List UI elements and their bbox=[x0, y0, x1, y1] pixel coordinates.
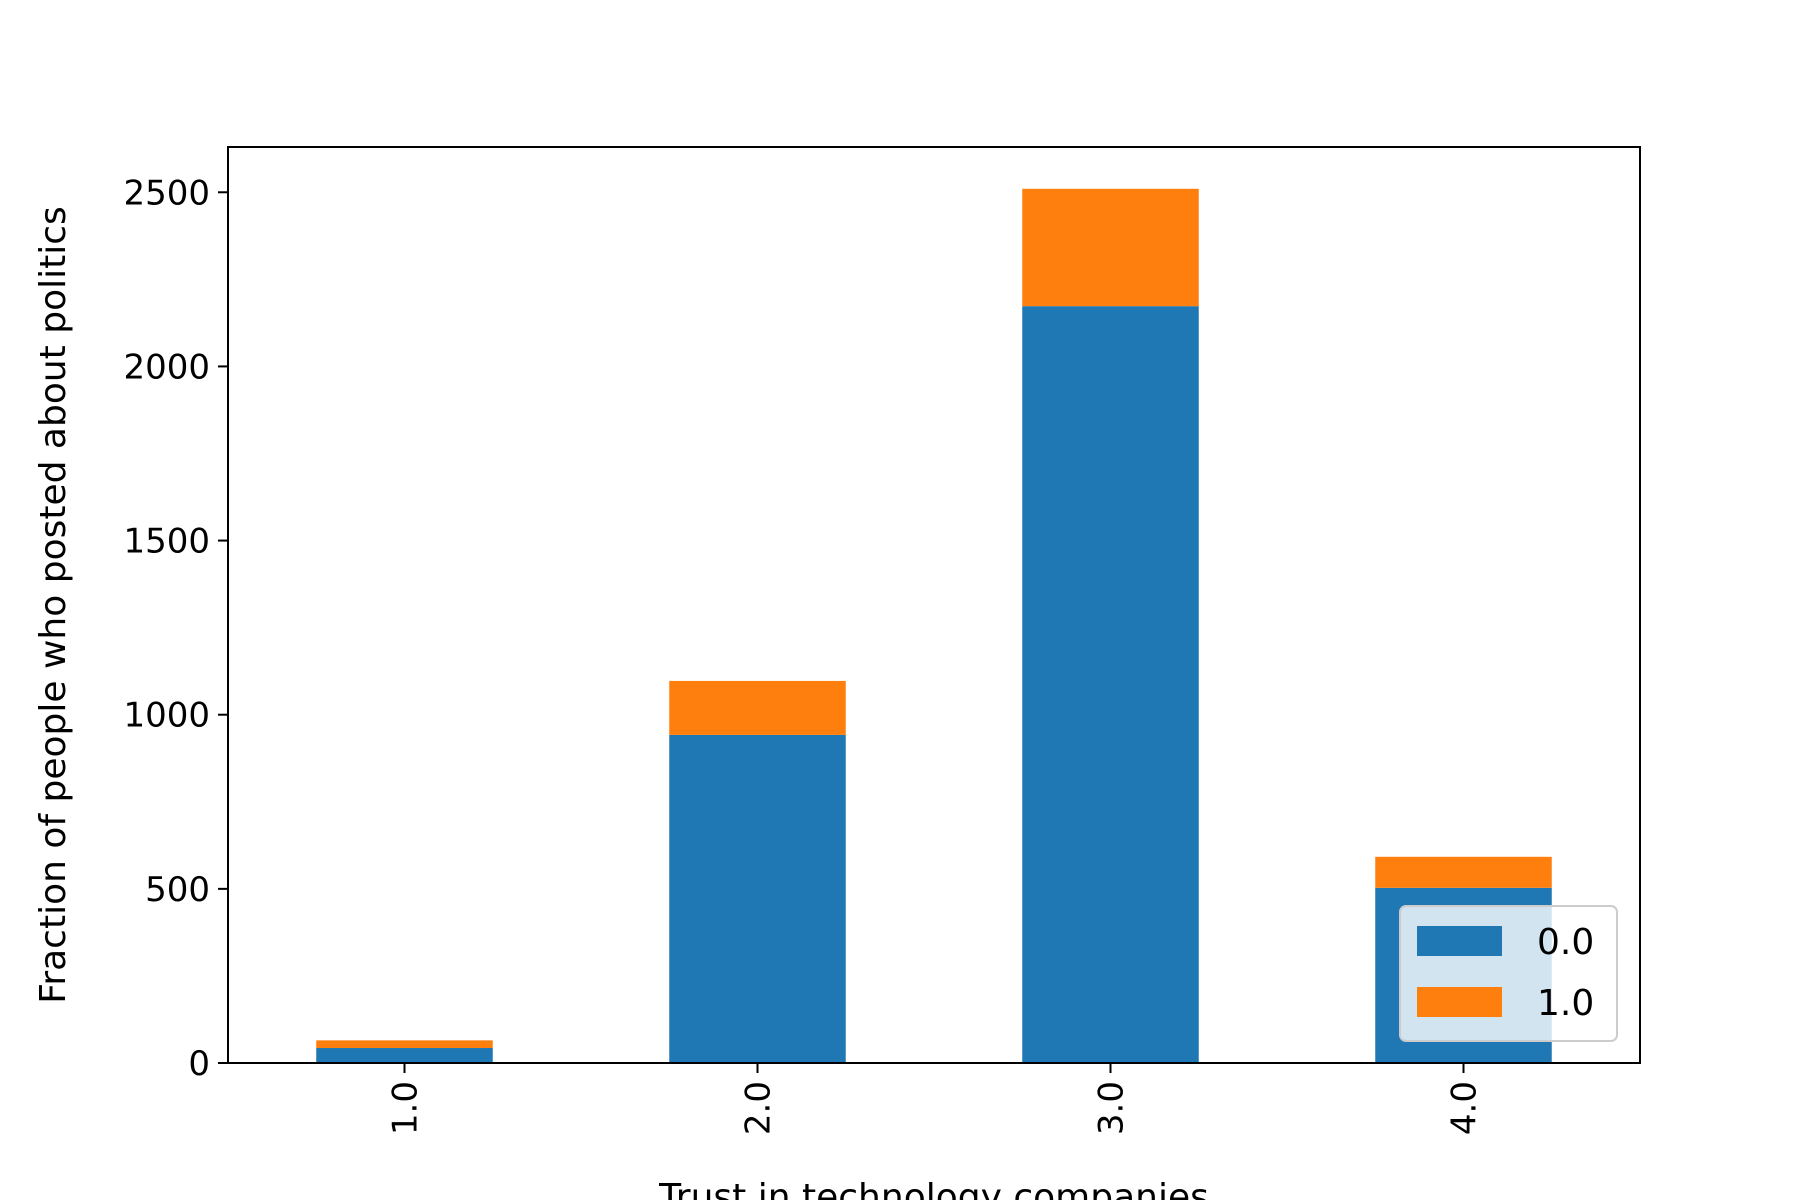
bar-1.0-series-1.0 bbox=[316, 1040, 493, 1049]
y-tick-label: 2000 bbox=[123, 347, 210, 387]
legend-label-0: 0.0 bbox=[1537, 922, 1594, 963]
x-axis-title: Trust in technology companies bbox=[658, 1177, 1209, 1200]
legend-swatch-1 bbox=[1417, 987, 1502, 1017]
y-tick-label: 1500 bbox=[123, 522, 210, 562]
bar-3.0-series-0.0 bbox=[1022, 306, 1199, 1063]
x-tick-label: 2.0 bbox=[739, 1081, 779, 1135]
x-tick-label: 1.0 bbox=[386, 1081, 426, 1135]
x-tick-label: 4.0 bbox=[1445, 1081, 1485, 1135]
bar-3.0-series-1.0 bbox=[1022, 188, 1199, 307]
bar-2.0-series-0.0 bbox=[669, 734, 846, 1063]
legend-swatch-0 bbox=[1417, 926, 1502, 956]
axes-frame bbox=[227, 146, 1641, 1064]
y-tick-label: 1000 bbox=[123, 696, 210, 736]
ticks-layer: 0 500 1000 1500 2000 2500 1.0 2.0 3.0 4.0 bbox=[123, 173, 1484, 1135]
legend-label-1: 1.0 bbox=[1537, 983, 1594, 1024]
y-tick-label: 2500 bbox=[123, 173, 210, 213]
legend: 0.0 1.0 bbox=[1399, 905, 1618, 1042]
y-axis-title: Fraction of people who posted about poli… bbox=[33, 206, 74, 1004]
x-tick-label: 3.0 bbox=[1092, 1081, 1132, 1135]
y-tick-label: 500 bbox=[145, 870, 210, 910]
bar-4.0-series-1.0 bbox=[1375, 856, 1552, 888]
bar-2.0-series-1.0 bbox=[669, 680, 846, 735]
y-tick-label: 0 bbox=[188, 1044, 210, 1084]
bar-1.0-series-0.0 bbox=[316, 1048, 493, 1063]
